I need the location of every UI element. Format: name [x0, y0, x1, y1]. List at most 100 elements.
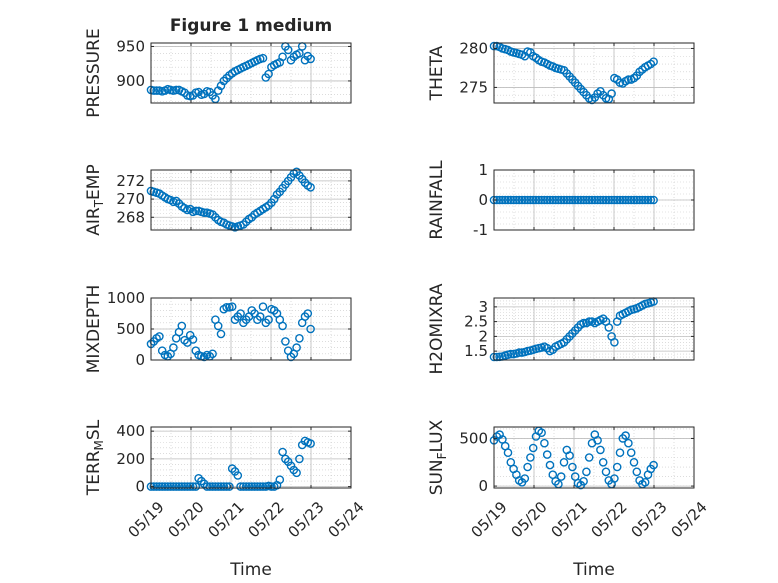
data-point: [512, 195, 521, 205]
data-point: [222, 482, 231, 491]
data-point: [264, 201, 273, 210]
data-point: [526, 195, 535, 205]
data-point: [584, 195, 594, 205]
data-point: [596, 445, 605, 455]
data-point: [211, 212, 220, 222]
data-point: [295, 333, 304, 343]
data-point: [295, 49, 304, 58]
data-point: [590, 195, 600, 205]
data-point: [610, 195, 619, 205]
data-point: [565, 451, 574, 460]
data-point: [584, 317, 594, 326]
data-point: [219, 482, 229, 491]
data-point: [598, 457, 608, 467]
x-axis-label-right: Time: [572, 560, 615, 580]
data-point: [618, 434, 628, 443]
data-point: [559, 457, 569, 467]
data-point: [255, 482, 265, 491]
data-point: [621, 195, 630, 205]
axes-h2omixra: 1.522.53 H2OMIXRA: [427, 283, 695, 375]
data-point: [306, 439, 315, 448]
data-point: [281, 337, 290, 346]
data-point: [534, 195, 544, 205]
data-point: [604, 195, 614, 205]
data-point: [171, 196, 181, 206]
data-point: [194, 473, 203, 483]
data-point: [171, 85, 181, 95]
data-point: [278, 321, 287, 331]
axes-rainfall: -1 0 1 RAINFALL: [427, 160, 695, 240]
data-point: [506, 349, 516, 359]
data-point: [540, 438, 549, 448]
data-point: [211, 482, 220, 491]
y-tick-label: 0: [478, 191, 488, 209]
data-point: [528, 443, 538, 453]
data-point: [540, 195, 549, 205]
data-point: [199, 208, 209, 217]
data-point: [503, 448, 513, 458]
axes-frame: [493, 426, 695, 489]
y-axis-label: MIXDEPTH: [84, 285, 104, 374]
y-tick-label: 3: [478, 298, 488, 316]
data-point: [562, 195, 572, 205]
y-tick-label: 1: [478, 161, 488, 179]
data-point: [612, 195, 622, 205]
axes-frame: [150, 169, 352, 231]
data-point: [191, 482, 201, 491]
data-point: [188, 482, 198, 491]
data-point: [615, 195, 625, 205]
data-point: [584, 453, 594, 462]
data-point: [635, 195, 644, 205]
data-point: [537, 195, 546, 205]
axes-frame: [150, 42, 352, 104]
data-point: [554, 195, 563, 205]
y-tick-label: 2: [478, 327, 488, 345]
data-point: [292, 343, 301, 352]
data-point: [649, 460, 658, 470]
data-point: [593, 435, 602, 445]
axes-frame: [150, 426, 352, 489]
data-point: [618, 195, 628, 205]
y-axis-label: TERRMSL: [84, 419, 106, 496]
data-point: [208, 210, 217, 219]
data-point: [264, 315, 273, 325]
data-point: [629, 457, 639, 467]
y-axis-label: RAINFALL: [427, 160, 447, 240]
y-tick-label: 500: [116, 320, 145, 338]
y-tick-label: 272: [116, 172, 145, 190]
y-axis-label: PRESSURE: [84, 28, 104, 117]
data-point: [568, 462, 577, 472]
data-point: [610, 337, 619, 347]
data-point: [565, 195, 574, 205]
data-point: [225, 482, 234, 491]
data-point: [621, 431, 630, 440]
data-point: [624, 75, 633, 84]
data-point: [579, 318, 588, 328]
data-point: [244, 482, 254, 491]
y-axis-label: SUNFLUX: [427, 419, 449, 495]
data-point: [509, 195, 518, 205]
data-point: [640, 195, 650, 205]
data-point: [255, 312, 265, 321]
data-point: [593, 195, 602, 205]
data-point: [601, 467, 611, 477]
data-point: [191, 206, 201, 216]
data-point: [241, 217, 251, 227]
data-point: [258, 482, 268, 491]
data-point: [227, 464, 237, 473]
data-point: [570, 195, 580, 205]
data-point: [492, 352, 502, 362]
data-point: [199, 89, 209, 99]
data-point: [292, 468, 301, 478]
figure-title: Figure 1 medium: [170, 16, 332, 36]
data-point: [542, 450, 552, 459]
data-point: [216, 482, 226, 491]
data-point: [523, 462, 532, 472]
data-point: [264, 69, 273, 79]
axes-theta: 275 280 THETA: [427, 39, 695, 105]
data-point: [222, 73, 231, 83]
data-point: [306, 54, 315, 64]
data-point: [227, 302, 237, 312]
data-point: [216, 329, 226, 339]
